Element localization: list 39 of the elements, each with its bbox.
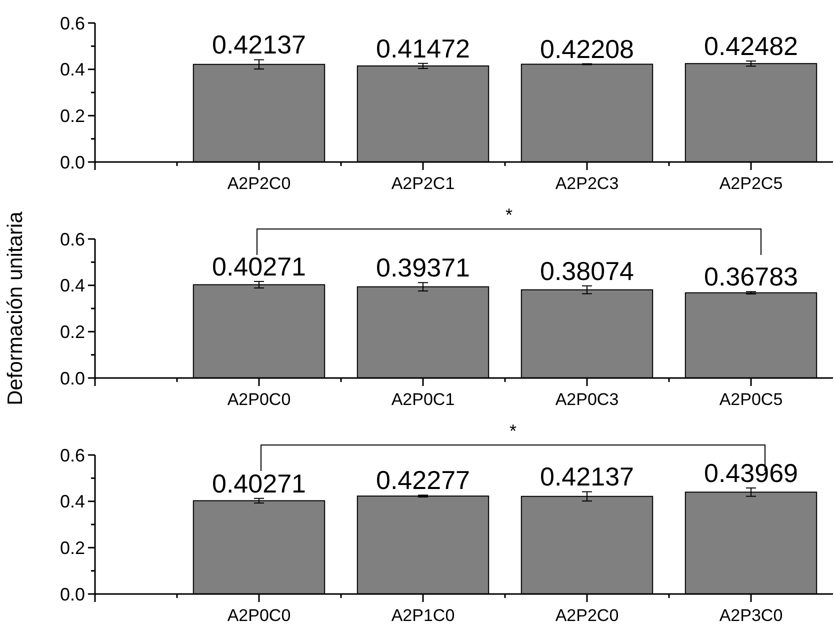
x-tick-label: A2P1C0 [391,606,455,625]
x-tick-label: A2P2C0 [555,606,619,625]
y-tick-label: 0.4 [60,492,85,512]
x-tick-label: A2P2C1 [391,174,455,193]
y-tick-label: 0.6 [60,229,85,250]
x-tick-label: A2P0C0 [227,606,291,625]
x-tick-label: A2P2C3 [555,174,619,193]
y-tick-label: 0.6 [60,445,85,466]
data-label: 0.39371 [376,252,470,283]
data-label: 0.36783 [704,262,798,292]
y-tick-label: 0.4 [60,276,85,296]
y-tick-label: 0.2 [60,106,85,126]
x-tick-label: A2P2C0 [227,174,291,193]
x-tick-label: A2P0C5 [719,390,783,409]
data-label: 0.42482 [704,31,798,62]
data-label: 0.41472 [376,33,470,64]
data-label: 0.42137 [212,30,306,60]
data-label: 0.42208 [540,34,634,64]
y-tick-label: 0.0 [60,152,85,172]
data-label: 0.42137 [540,462,634,492]
data-label: 0.40271 [212,251,306,282]
y-tick-label: 0.2 [60,322,85,342]
data-label: 0.40271 [212,468,306,498]
x-tick-label: A2P0C3 [555,390,619,409]
data-label: 0.42277 [376,465,470,496]
data-label: 0.38074 [540,256,634,286]
text: * [509,421,517,441]
x-tick-label: A2P0C1 [391,390,455,409]
x-tick-label: A2P2C5 [719,174,783,193]
x-tick-label: A2P3C0 [719,606,783,625]
data-label: 0.43969 [704,458,798,488]
y-tick-label: 0.0 [60,368,85,388]
y-tick-label: 0.2 [60,538,85,558]
text: * [505,205,513,225]
y-tick-label: 0.4 [60,60,85,80]
y-axis-title: Deformación unitaria [4,211,27,406]
x-tick-label: A2P0C0 [227,390,291,409]
y-tick-label: 0.0 [60,584,85,604]
y-tick-label: 0.6 [60,13,85,34]
